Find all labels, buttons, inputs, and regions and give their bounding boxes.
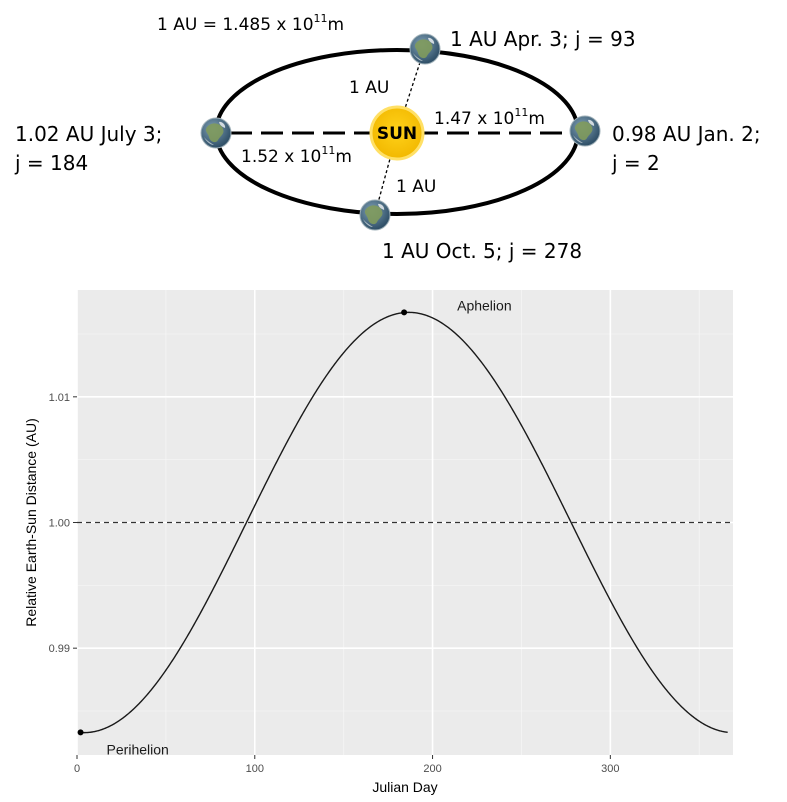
au-definition-suffix: m xyxy=(328,15,345,35)
x-axis-ticks: 0 100 200 300 xyxy=(74,755,620,775)
orbit-diagram: 1 AU = 1.485 x 1011m SUN 1 AU Apr. 3; j … xyxy=(14,12,761,263)
y-axis-ticks: 0.99 1.00 1.01 xyxy=(49,392,77,655)
y-axis-title: Relative Earth-Sun Distance (AU) xyxy=(23,418,39,627)
x-tick-label: 100 xyxy=(246,763,264,775)
x-tick-label: 300 xyxy=(601,763,619,775)
earth-january-icon xyxy=(569,115,601,147)
earth-april-icon xyxy=(409,33,441,65)
y-tick-label: 1.00 xyxy=(49,518,70,530)
y-tick-label: 1.01 xyxy=(49,392,70,404)
y-tick-label: 0.99 xyxy=(49,643,70,655)
distance-top-label: 1 AU xyxy=(349,78,389,98)
distance-bottom-label: 1 AU xyxy=(396,177,436,197)
distance-left-suffix: m xyxy=(335,147,352,167)
label-aphelion: Aphelion xyxy=(457,297,512,313)
au-definition-prefix: 1 AU = 1.485 x 10 xyxy=(157,15,314,35)
distance-right-suffix: m xyxy=(528,109,545,129)
au-definition-exponent: 11 xyxy=(314,12,328,25)
october-label: 1 AU Oct. 5; j = 278 xyxy=(382,239,582,263)
x-tick-label: 0 xyxy=(74,763,80,775)
sun-to-april-dotted-line xyxy=(396,49,425,134)
point-aphelion xyxy=(401,309,408,316)
distance-right-label: 1.47 x 1011m xyxy=(434,106,545,129)
label-perihelion: Perihelion xyxy=(107,741,169,757)
x-tick-label: 200 xyxy=(423,763,441,775)
x-axis-title: Julian Day xyxy=(372,779,437,795)
au-definition: 1 AU = 1.485 x 1011m xyxy=(157,12,344,35)
distance-chart: Perihelion Aphelion 0.99 1.00 1.01 0 100 200 3… xyxy=(23,290,733,795)
sun-label: SUN xyxy=(377,124,417,144)
marked-points: Perihelion Aphelion xyxy=(77,297,512,757)
distance-left-prefix: 1.52 x 10 xyxy=(241,147,321,167)
sun: SUN xyxy=(369,105,425,161)
january-label-line1: 0.98 AU Jan. 2; xyxy=(612,122,761,146)
july-label-line1: 1.02 AU July 3; xyxy=(15,122,162,146)
earth-october-icon xyxy=(359,199,391,231)
january-label-line2: j = 2 xyxy=(611,151,660,175)
sun-disc xyxy=(369,105,425,161)
earth-july-icon xyxy=(200,117,232,149)
distance-right-prefix: 1.47 x 10 xyxy=(434,109,514,129)
distance-right-exponent: 11 xyxy=(514,106,528,119)
april-label: 1 AU Apr. 3; j = 93 xyxy=(450,27,636,51)
point-perihelion xyxy=(77,729,84,736)
july-label-line2: j = 184 xyxy=(14,151,88,175)
distance-left-exponent: 11 xyxy=(321,144,335,157)
distance-left-label: 1.52 x 1011m xyxy=(241,144,352,167)
